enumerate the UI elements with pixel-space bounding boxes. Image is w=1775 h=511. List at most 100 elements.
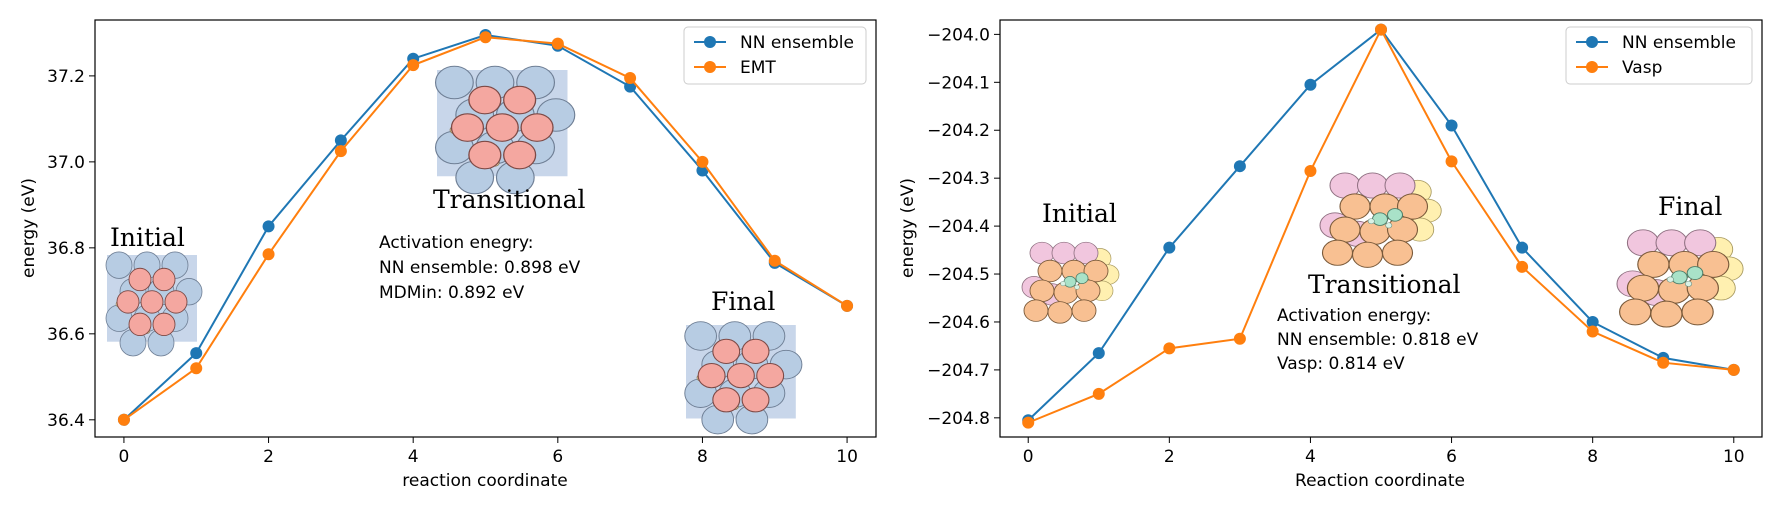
panel-right-xtick-label-0: 0: [1023, 447, 1034, 467]
panel-left-xlabel: reaction coordinate: [402, 471, 567, 491]
panel-left-legend-marker-nn: [704, 36, 716, 48]
panel-right-initial-label: Initial: [1042, 199, 1117, 228]
panel-left-point-emt-1: [190, 362, 203, 375]
panel-left-point-emt-7: [624, 72, 637, 85]
panel-right-point-nn-1: [1092, 347, 1105, 360]
final-structure-image: [1616, 229, 1744, 328]
panel-left-point-emt-6: [551, 37, 564, 50]
panel-right-point-nn-2: [1163, 241, 1176, 254]
panel-right: 0 2 4 6 8 10 −204.8 −204.7 −204.6 −204.5 −204.4 −20…: [898, 19, 1763, 491]
panel-right-xtick-label-8: 8: [1587, 447, 1598, 467]
panel-right-ytick-label-5: −204.3: [927, 169, 990, 189]
panel-left-ylabel: energy (eV): [19, 178, 39, 278]
initial-structure-image: [105, 251, 203, 357]
panel-left-point-nn-3: [334, 134, 347, 147]
panel-right-ticks: 0 2 4 6 8 10 −204.8 −204.7 −204.6 −204.5 −204.4 −20…: [927, 25, 1745, 467]
panel-right-xtick-label-6: 6: [1446, 447, 1457, 467]
panel-right-point-nn-7: [1516, 241, 1529, 254]
panel-left-xtick-label-4: 4: [408, 447, 419, 467]
panel-left-initial-label: Initial: [110, 223, 185, 252]
panel-right-point-nn-4: [1304, 78, 1317, 91]
panel-right-ytick-label-2: −204.6: [927, 313, 990, 333]
panel-right-point-vasp-0: [1022, 416, 1035, 429]
panel-left-point-emt-10: [841, 299, 854, 312]
panel-right-ytick-label-0: −204.8: [927, 409, 990, 429]
panel-right-point-vasp-7: [1516, 260, 1529, 273]
panel-left-final-label: Final: [711, 287, 775, 316]
panel-left-annotation-line-2: NN ensemble: 0.898 eV: [379, 258, 581, 278]
panel-right-xtick-label-2: 2: [1164, 447, 1175, 467]
panel-right-annotation-line-1: Activation energy:: [1277, 306, 1431, 326]
panel-right-point-vasp-10: [1727, 363, 1740, 376]
panel-right-ytick-label-8: −204.0: [927, 25, 990, 45]
panel-left-xtick-label-6: 6: [552, 447, 563, 467]
panel-left-ytick-label-2: 36.8: [47, 239, 85, 259]
panel-right-ytick-label-7: −204.1: [927, 73, 990, 93]
panel-left-point-emt-3: [334, 145, 347, 158]
panel-right-legend-label-vasp: Vasp: [1622, 58, 1662, 78]
panel-left-xtick-label-2: 2: [263, 447, 274, 467]
final-structure-image: [684, 321, 803, 435]
panel-right-point-nn-8: [1586, 315, 1599, 328]
panel-right-ytick-label-1: −204.7: [927, 361, 990, 381]
panel-left-point-nn-2: [262, 220, 275, 233]
panel-right-annotation-line-3: Vasp: 0.814 eV: [1277, 354, 1405, 374]
panel-left-xtick-label-10: 10: [836, 447, 858, 467]
initial-structure-image: [1021, 241, 1120, 324]
panel-right-ytick-label-6: −204.2: [927, 121, 990, 141]
panel-left-ytick-label-1: 36.6: [47, 325, 85, 345]
panel-left-legend-box: [683, 26, 867, 85]
panel-left-ytick-label-0: 36.4: [47, 411, 85, 431]
panel-right-annotation: Activation energy: NN ensemble: 0.818 eV…: [1277, 306, 1479, 374]
panel-right-ylabel: energy (eV): [898, 178, 918, 278]
panel-left-transitional-label: Transitional: [433, 185, 586, 214]
panel-right-final-label: Final: [1658, 192, 1722, 221]
panel-right-point-vasp-4: [1304, 164, 1317, 177]
panel-left-legend-marker-emt: [704, 61, 716, 73]
panel-right-point-vasp-2: [1163, 342, 1176, 355]
panel-right-images: [1021, 172, 1744, 328]
panel-right-axes-frame: [999, 19, 1763, 438]
panel-right-point-vasp-9: [1657, 356, 1670, 369]
panel-right-point-vasp-1: [1092, 387, 1105, 400]
panel-left-ticks: 0 2 4 6 8 10 36.4 36.6 36.8 37.0 37.2: [47, 67, 858, 467]
panel-left-point-emt-2: [262, 248, 275, 261]
panel-left-point-nn-7: [624, 80, 637, 93]
panel-left-ytick-label-3: 37.0: [47, 153, 85, 173]
panel-right-annotation-line-2: NN ensemble: 0.818 eV: [1277, 330, 1479, 350]
panel-right-legend-marker-nn: [1586, 36, 1598, 48]
panel-left-point-emt-8: [696, 155, 709, 168]
transitional-structure-image: [434, 65, 576, 195]
panel-left-point-emt-4: [407, 59, 420, 72]
panel-left-point-nn-1: [190, 347, 203, 360]
panel-right-point-nn-6: [1445, 119, 1458, 132]
panel-left-legend: NN ensemble EMT: [683, 26, 867, 85]
panel-left-series: [117, 29, 854, 426]
panel-left-legend-label-nn: NN ensemble: [740, 33, 854, 53]
panel-left-annotation: Activation enegry: NN ensemble: 0.898 eV…: [379, 233, 581, 303]
panel-right-legend-marker-vasp: [1586, 61, 1598, 73]
panel-right-point-vasp-8: [1586, 325, 1599, 338]
panel-left-xtick-label-0: 0: [119, 447, 130, 467]
panel-left-xtick-label-8: 8: [697, 447, 708, 467]
panel-right-point-vasp-3: [1233, 332, 1246, 345]
panel-right-xlabel: Reaction coordinate: [1295, 471, 1465, 491]
panel-left-axes-frame: [94, 19, 877, 438]
panel-right-ytick-label-3: −204.5: [927, 265, 990, 285]
panel-right-point-vasp-6: [1445, 155, 1458, 168]
transitional-structure-image: [1319, 172, 1442, 268]
panel-left-ytick-label-4: 37.2: [47, 67, 85, 87]
panel-right-xtick-label-10: 10: [1723, 447, 1745, 467]
panel-left-point-emt-9: [768, 254, 781, 267]
panel-left-legend-label-emt: EMT: [740, 58, 776, 78]
panel-right-xtick-label-4: 4: [1305, 447, 1316, 467]
panel-right-point-nn-3: [1233, 160, 1246, 173]
panel-left-point-emt-5: [479, 31, 492, 44]
panel-left-annotation-line-3: MDMin: 0.892 eV: [379, 283, 525, 303]
panel-right-legend-label-nn: NN ensemble: [1622, 33, 1736, 53]
panel-right-legend-box: [1565, 26, 1753, 85]
panel-right-transitional-label: Transitional: [1308, 270, 1461, 299]
panel-left: 0 2 4 6 8 10 36.4 36.6 36.8 37.0 37.2 reaction coo…: [19, 19, 877, 491]
panel-left-point-emt-0: [117, 413, 130, 426]
